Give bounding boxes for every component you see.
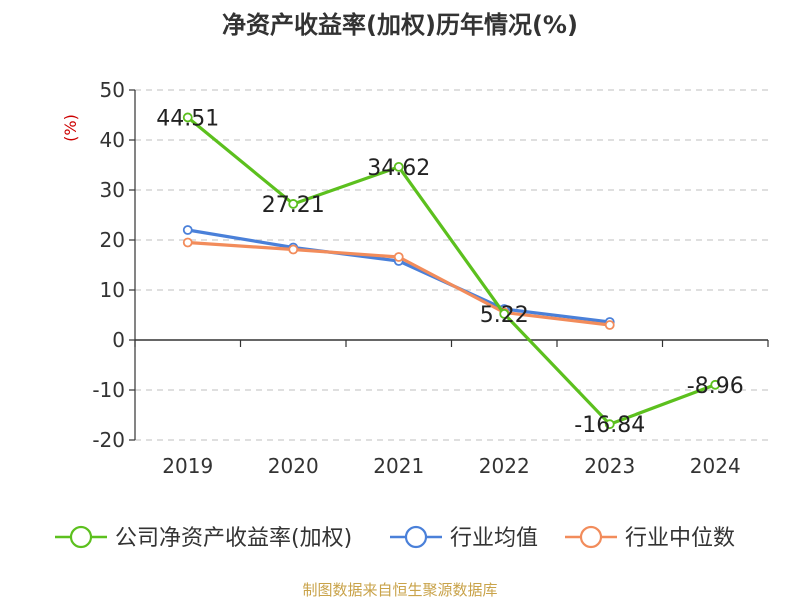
data-labels: 44.51 27.21 34.62 5.22 -16.84 -8.96 (156, 106, 743, 438)
y-axis-unit: (%) (61, 114, 80, 142)
legend-label: 公司净资产收益率(加权) (115, 526, 352, 551)
data-label: -8.96 (687, 374, 744, 399)
legend: 公司净资产收益率(加权) 行业均值 行业中位数 (55, 525, 735, 551)
data-point (288, 244, 299, 255)
axes: 50 40 30 20 10 0 -10 -20 2019 2020 2021 2022 2023 202… (92, 78, 769, 478)
series-line (186, 116, 716, 426)
y-tick-label: 0 (112, 328, 125, 352)
data-label: 34.62 (367, 156, 430, 181)
y-tick-label: 20 (100, 228, 125, 252)
legend-label: 行业均值 (450, 526, 538, 551)
y-tick-label: -20 (92, 428, 125, 452)
x-tick-label: 2023 (584, 454, 635, 478)
data-point (288, 199, 299, 209)
y-tick-label: 30 (100, 178, 125, 202)
data-point (710, 379, 721, 390)
data-point (182, 237, 193, 248)
legend-swatch-marker (579, 525, 603, 549)
x-tick-label: 2021 (373, 454, 424, 478)
y-tick-label: 10 (100, 278, 125, 302)
series-lines (182, 112, 721, 430)
y-tick-label: 50 (100, 78, 125, 102)
chart-title: 净资产收益率(加权)历年情况(%) (222, 11, 578, 39)
legend-swatch-marker (404, 525, 428, 549)
data-label: 27.21 (262, 193, 325, 218)
data-point (182, 225, 193, 235)
data-point (499, 308, 510, 319)
legend-swatch-marker (69, 525, 93, 549)
legend-label: 行业中位数 (625, 526, 735, 551)
series-line (187, 228, 610, 324)
x-tick-label: 2019 (162, 454, 213, 478)
data-point (393, 252, 404, 262)
x-tick-label: 2022 (479, 454, 530, 478)
data-point (604, 419, 615, 430)
data-point (604, 320, 615, 330)
x-tick-label: 2020 (268, 454, 319, 478)
data-label: -16.84 (574, 413, 645, 438)
grid-lines (135, 89, 768, 441)
y-tick-label: 40 (100, 128, 125, 152)
data-point (182, 112, 193, 123)
data-label: 44.51 (156, 106, 219, 131)
y-tick-label: -10 (92, 378, 125, 402)
data-point (393, 161, 404, 172)
x-tick-label: 2024 (690, 454, 741, 478)
data-label: 5.22 (480, 303, 529, 328)
source-note: 制图数据来自恒生聚源数据库 (302, 581, 497, 599)
